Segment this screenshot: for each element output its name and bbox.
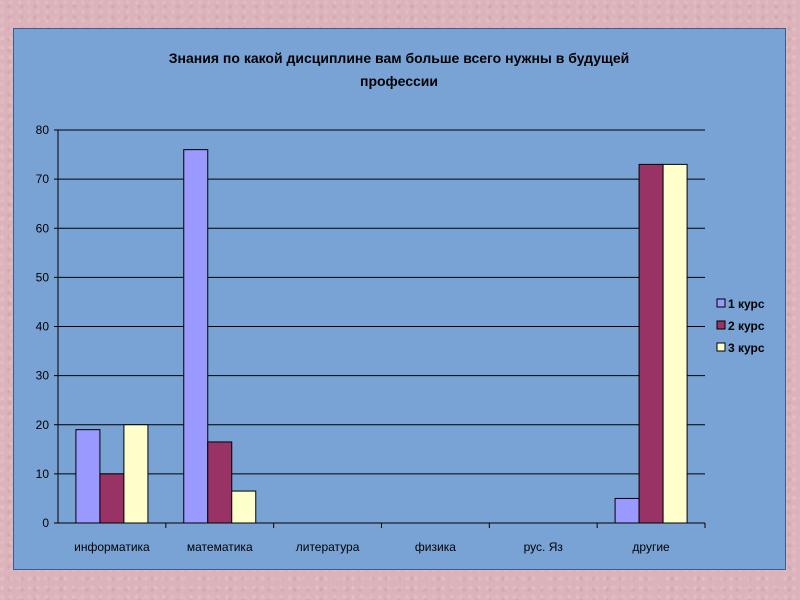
legend-swatch [716,320,726,330]
bar [75,429,101,524]
legend-label: 3 курс [728,341,765,355]
x-tick-label: физика [415,540,456,554]
legend: 1 курс 2 курс 3 курс [716,297,765,355]
y-tick-label: 60 [36,221,50,235]
x-tick-label: рус. Яз [524,540,564,554]
y-tick-label: 40 [36,320,50,334]
axes [54,129,706,528]
y-tick-label: 80 [36,123,50,137]
bar [638,163,664,524]
bar [207,441,233,524]
bar [183,149,209,524]
y-tick-label: 0 [42,516,49,530]
bar [99,473,125,524]
y-axis-labels: 0 10 20 30 40 50 60 70 80 [36,123,50,530]
chart-title-line-1: Знания по какой дисциплине вам больше вс… [169,50,629,66]
y-tick-label: 30 [36,369,50,383]
x-tick-label: литература [296,540,360,554]
bars [75,149,688,524]
y-tick-label: 10 [36,467,50,481]
legend-swatch [716,298,726,308]
bar [614,497,640,524]
y-tick-label: 70 [36,172,50,186]
legend-label: 1 курс [728,297,765,311]
bar [662,163,688,524]
bar-chart: Знания по какой дисциплине вам больше вс… [36,50,765,554]
legend-swatch [716,342,726,352]
y-tick-label: 50 [36,270,50,284]
legend-label: 2 курс [728,319,765,333]
gridlines [58,129,705,475]
chart-area: Знания по какой дисциплине вам больше вс… [13,28,786,570]
x-tick-label: информатика [74,540,150,554]
x-tick-label: другие [632,540,670,554]
chart-title-line-2: профессии [360,73,438,89]
x-tick-label: математика [187,540,253,554]
bar [231,490,257,524]
x-axis-labels: информатика математика литература физика рус… [74,540,670,554]
bar [123,424,149,524]
y-tick-label: 20 [36,418,50,432]
